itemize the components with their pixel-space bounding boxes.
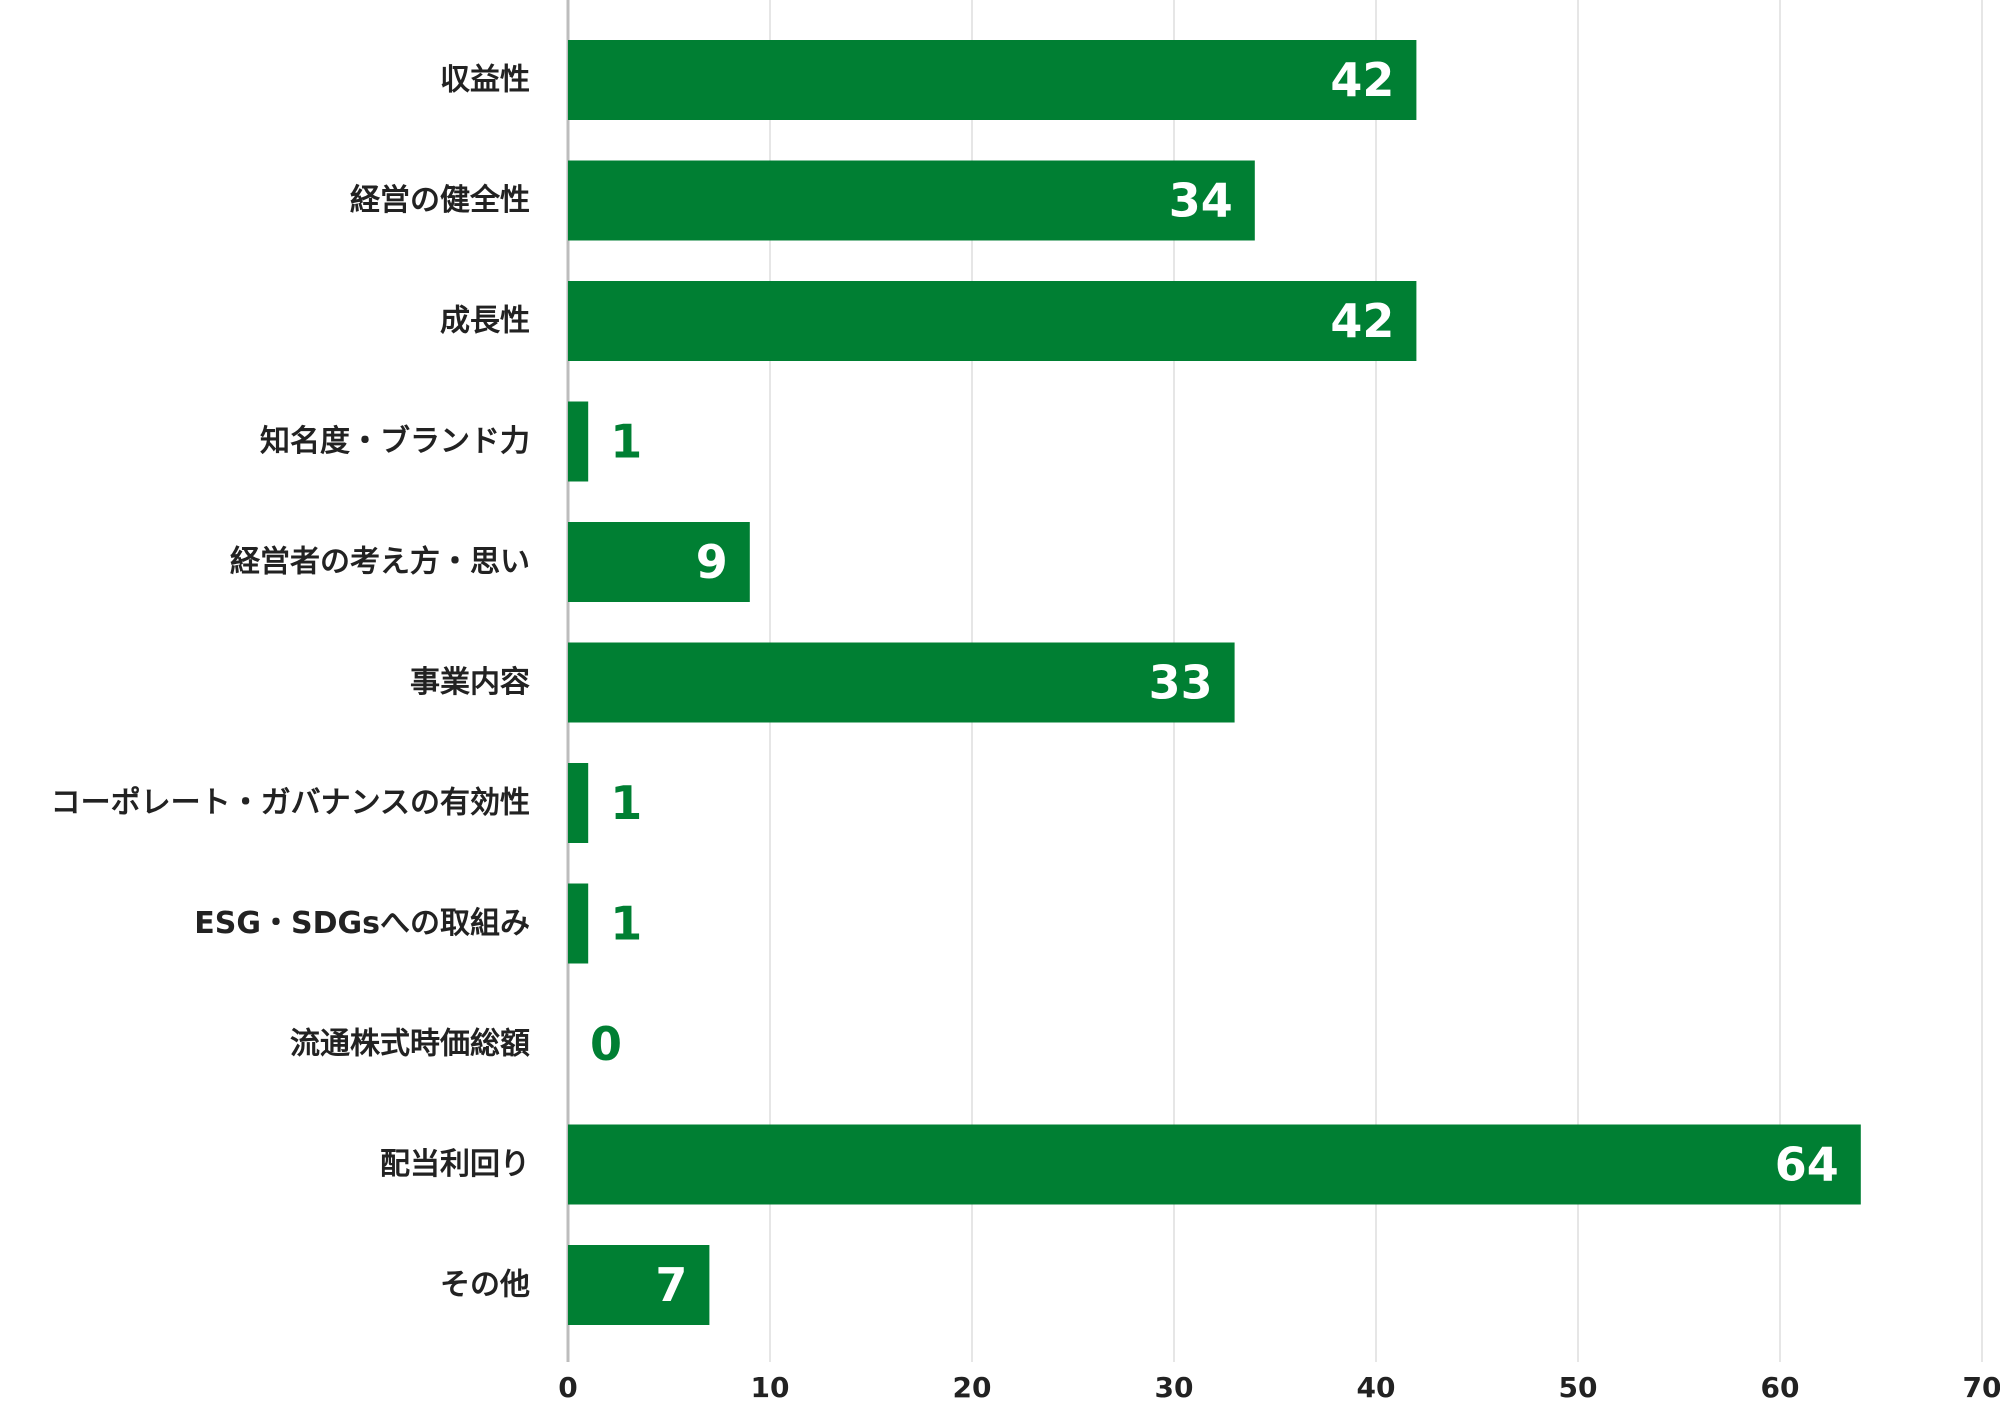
x-tick-label-40: 40 xyxy=(1357,1371,1396,1402)
category-label: 流通株式時価総額 xyxy=(290,1027,530,1062)
x-tick-label-30: 30 xyxy=(1155,1371,1194,1402)
category-label: 事業内容 xyxy=(410,665,530,700)
data-label: 64 xyxy=(1775,1138,1839,1192)
data-label: 1 xyxy=(610,776,642,830)
bar xyxy=(568,160,1255,241)
category-label: その他 xyxy=(440,1268,530,1303)
category-label: 経営の健全性 xyxy=(350,183,530,218)
category-label: 配当利回り xyxy=(380,1147,530,1182)
category-label: 経営者の考え方・思い xyxy=(230,545,530,580)
x-tick-label-60: 60 xyxy=(1761,1371,1800,1402)
bar xyxy=(568,642,1235,723)
data-label: 42 xyxy=(1330,53,1394,107)
x-tick-label-20: 20 xyxy=(953,1371,992,1402)
category-label: 成長性 xyxy=(440,304,530,339)
x-tick-label-0: 0 xyxy=(558,1371,577,1402)
x-tick-label-50: 50 xyxy=(1559,1371,1598,1402)
bar xyxy=(568,883,589,964)
bar xyxy=(568,763,589,843)
bar xyxy=(568,522,750,602)
bar-layer xyxy=(568,40,1861,1325)
data-label: 1 xyxy=(610,415,642,469)
category-label: ESG・SDGsへの取組み xyxy=(194,906,530,941)
bar xyxy=(568,401,589,482)
category-label: 収益性 xyxy=(440,63,530,98)
bar xyxy=(568,1245,710,1325)
x-tick-label-10: 10 xyxy=(751,1371,790,1402)
data-label: 33 xyxy=(1149,656,1213,710)
category-label: コーポレート・ガバナンスの有効性 xyxy=(51,786,530,821)
x-tick-label-70: 70 xyxy=(1963,1371,2000,1402)
label-layer: 42 34 42 1 9 33 1 1 0 64 7 xyxy=(590,53,1839,1312)
data-label: 42 xyxy=(1330,294,1394,348)
data-label: 9 xyxy=(696,535,728,589)
data-label: 34 xyxy=(1169,174,1233,228)
bar xyxy=(568,1124,1861,1205)
data-label: 1 xyxy=(610,897,642,951)
data-label: 7 xyxy=(655,1258,687,1312)
data-label: 0 xyxy=(590,1017,622,1071)
category-label: 知名度・ブランド力 xyxy=(260,424,530,459)
bar xyxy=(568,281,1417,361)
bar xyxy=(568,40,1417,120)
